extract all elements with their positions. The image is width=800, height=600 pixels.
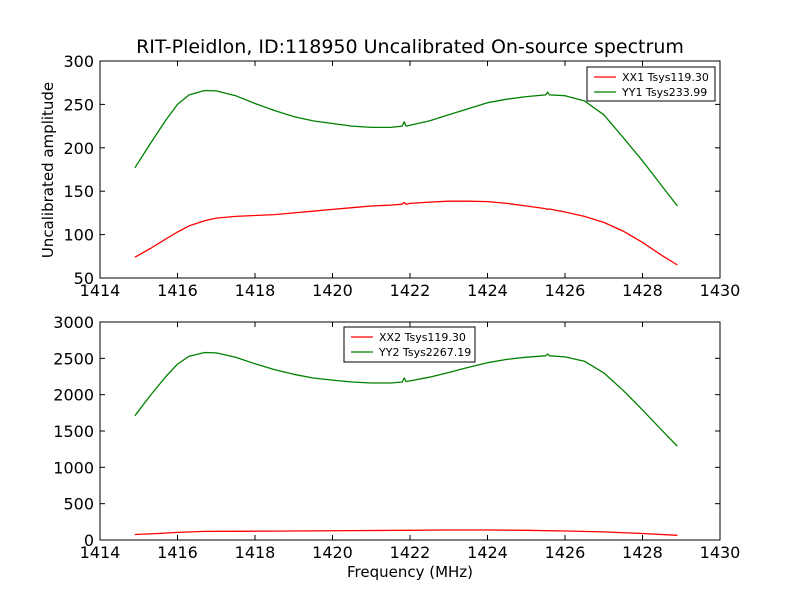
x-tick-label: 1426	[545, 543, 586, 562]
y-tick-label: 1000	[53, 458, 94, 477]
x-tick-label: 1422	[390, 281, 431, 300]
x-tick-label: 1414	[80, 543, 121, 562]
y-tick-label: 250	[63, 95, 94, 114]
y-tick-label: 2000	[53, 386, 94, 405]
legend: XX2 Tsys119.30 YY2 Tsys2267.19	[343, 326, 476, 363]
legend-label: YY1 Tsys233.99	[621, 86, 707, 99]
panel-1: 1414 1416 1418 1420 1422 1424 1426 1428 1430 50 10…	[63, 52, 740, 300]
x-tick-label: 1418	[235, 543, 276, 562]
x-tick-label: 1420	[312, 543, 353, 562]
x-tick-label: 1428	[622, 543, 663, 562]
series-line-2-1	[134, 529, 678, 536]
x-tick-label: 1430	[700, 543, 741, 562]
series-line-1-1	[134, 200, 678, 266]
panel-2: 1414 1416 1418 1420 1422 1424 1426 1428 1430 0 500…	[53, 313, 740, 562]
y-tick-label: 300	[63, 52, 94, 71]
y-tick-label: 200	[63, 139, 94, 158]
legend-box	[343, 326, 476, 363]
x-tick-label: 1426	[545, 281, 586, 300]
series-line-1-2	[134, 89, 678, 207]
x-tick-label: 1414	[80, 281, 121, 300]
y-tick-label: 150	[63, 182, 94, 201]
y-tick-label: 3000	[53, 313, 94, 332]
legend-label: YY2 Tsys2267.19	[378, 346, 471, 359]
y-tick-label: 2500	[53, 349, 94, 368]
legend: XX1 Tsys119.30 YY1 Tsys233.99	[586, 66, 716, 102]
y-tick-label: 100	[63, 226, 94, 245]
legend-label: XX2 Tsys119.30	[379, 331, 466, 344]
y-tick-label: 50	[74, 269, 94, 288]
x-tick-label: 1420	[312, 281, 353, 300]
x-tick-label: 1422	[390, 543, 431, 562]
x-tick-label: 1430	[700, 281, 741, 300]
x-tick-label: 1428	[622, 281, 663, 300]
chart-title: RIT-Pleidlon, ID:118950 Uncalibrated On-…	[136, 36, 684, 58]
x-tick-label: 1424	[467, 281, 508, 300]
x-tick-label: 1416	[157, 281, 198, 300]
x-tick-label: 1418	[235, 281, 276, 300]
y-tick-label: 1500	[53, 422, 94, 441]
x-tick-label: 1424	[467, 543, 508, 562]
y-tick-label: 0	[84, 531, 94, 550]
x-tick-label: 1416	[157, 543, 198, 562]
x-axis-label: Frequency (MHz)	[347, 563, 473, 581]
series-line-2-2	[134, 351, 678, 447]
y-tick-label: 500	[63, 495, 94, 514]
y-axis-label: Uncalibrated amplitude	[39, 82, 57, 258]
legend-box	[586, 66, 716, 102]
legend-label: XX1 Tsys119.30	[622, 71, 709, 84]
